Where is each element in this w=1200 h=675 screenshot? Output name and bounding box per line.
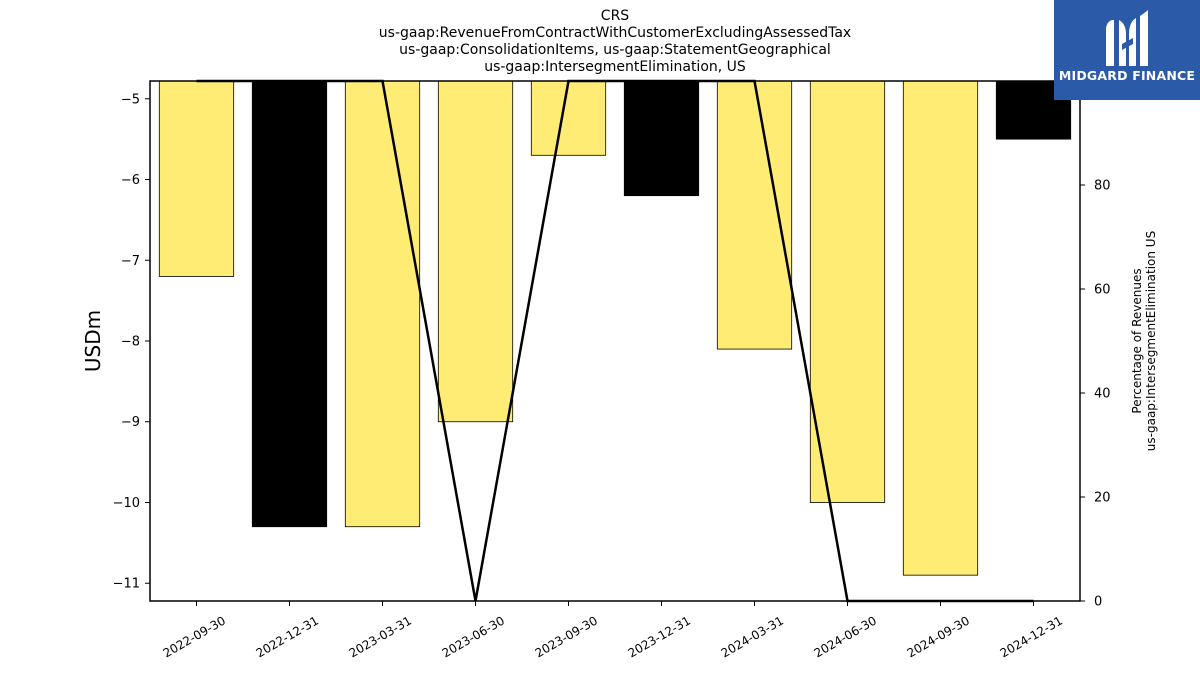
x-tick-label: 2023-06-30 (440, 613, 507, 660)
x-tick-label: 2023-03-31 (347, 613, 414, 660)
y-right-tick-label: 20 (1094, 491, 1111, 506)
brand-name: MIDGARD FINANCE (1058, 68, 1196, 83)
y-tick-label: −11 (113, 577, 140, 592)
x-tick-label: 2022-12-31 (254, 613, 321, 660)
y-right-tick-label: 0 (1094, 595, 1102, 610)
bar-2023-03-31 (344, 80, 421, 528)
bar-2024-06-30 (809, 80, 886, 503)
x-tick-label: 2023-12-31 (626, 613, 693, 660)
y-axis-left: −5 −6 −7 −8 −9 −10 −11 (113, 92, 150, 592)
x-axis: 2022-09-30 2022-12-31 2023-03-31 2023-06-30… (161, 601, 1065, 660)
title-line-4: us-gaap:IntersegmentElimination, US (484, 59, 746, 75)
y-tick-label: −7 (121, 254, 140, 269)
y-tick-label: −9 (121, 415, 140, 430)
bars-group (158, 80, 1072, 576)
x-tick-label: 2024-06-30 (812, 613, 879, 660)
title-line-3: us-gaap:ConsolidationItems, us-gaap:Stat… (399, 42, 831, 58)
y-axis-label: USDm (81, 310, 105, 372)
bar-2022-09-30 (158, 80, 235, 277)
bar-2023-06-30 (437, 80, 514, 423)
y-right-tick-label: 60 (1094, 283, 1111, 298)
midgard-m-logo-icon (1106, 10, 1148, 66)
y-tick-label: −10 (113, 496, 140, 511)
y-tick-label: −6 (121, 173, 140, 188)
y-right-tick-label: 80 (1094, 179, 1111, 194)
title-line-2: us-gaap:RevenueFromContractWithCustomerE… (379, 25, 851, 41)
x-tick-label: 2023-09-30 (533, 613, 600, 660)
y-tick-label: −5 (121, 92, 140, 107)
bar-2024-09-30 (902, 80, 979, 576)
x-tick-label: 2024-12-31 (998, 613, 1065, 660)
y-axis-right-label-line-2: us-gaap:IntersegmentElimination US (1144, 231, 1158, 451)
y-right-tick-label: 40 (1094, 387, 1111, 402)
bar-2023-09-30 (530, 80, 607, 156)
bar-2022-12-31 (251, 80, 328, 528)
brand-badge: MIDGARD FINANCE (1054, 0, 1200, 100)
y-axis-right: 020406080100 (1080, 75, 1119, 610)
y-axis-right-label-line-1: Percentage of Revenues (1130, 268, 1144, 413)
bar-2024-03-31 (716, 80, 793, 350)
bar-2023-12-31 (623, 80, 700, 197)
title-line-1: CRS (601, 8, 630, 24)
chart-title: CRS us-gaap:RevenueFromContractWithCusto… (379, 8, 851, 75)
x-tick-label: 2024-03-31 (719, 613, 786, 660)
x-tick-label: 2022-09-30 (161, 613, 228, 660)
x-tick-label: 2024-09-30 (905, 613, 972, 660)
y-tick-label: −8 (121, 335, 140, 350)
